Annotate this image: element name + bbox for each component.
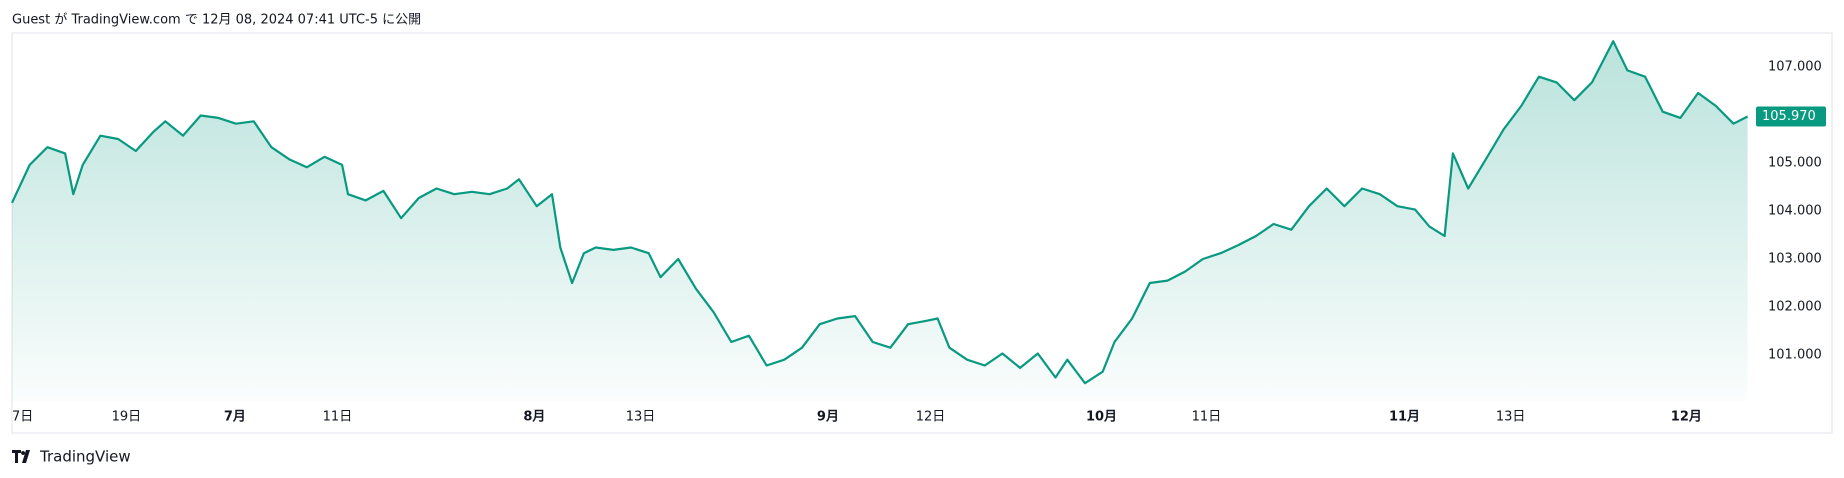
x-tick-label: 11日	[323, 410, 353, 425]
x-tick-label: 7日	[12, 410, 33, 425]
y-tick-label: 105.000	[1768, 156, 1822, 171]
brand: TradingView	[39, 448, 131, 466]
y-tick-label: 101.000	[1768, 347, 1822, 362]
last-price-box	[1756, 106, 1826, 127]
x-tick-label: 11月	[1389, 410, 1420, 425]
price-line	[11, 40, 1749, 385]
y-tick-label: 104.000	[1768, 204, 1822, 219]
x-tick-label: 7月	[224, 410, 246, 425]
x-tick-label: 9月	[817, 410, 839, 425]
x-tick-label: 11日	[1192, 410, 1222, 425]
x-tick-label: 13日	[1496, 410, 1526, 425]
y-tick-label: 107.000	[1768, 60, 1822, 75]
last-price-label: 105.970	[1762, 109, 1816, 124]
y-tick-label: 103.000	[1768, 251, 1822, 266]
area-fill	[12, 41, 1748, 401]
logo	[12, 450, 30, 463]
x-tick-label: 19日	[112, 410, 142, 425]
y-tick-label: 102.000	[1768, 299, 1822, 314]
publish-info: Guest が TradingView.com で 12月 08, 2024 0…	[12, 13, 421, 28]
x-tick-label: 13日	[626, 410, 656, 425]
x-tick-label: 12月	[1671, 410, 1702, 425]
x-tick-label: 10月	[1086, 410, 1117, 425]
x-tick-label: 12日	[916, 410, 946, 425]
x-tick-label: 8月	[523, 410, 545, 425]
